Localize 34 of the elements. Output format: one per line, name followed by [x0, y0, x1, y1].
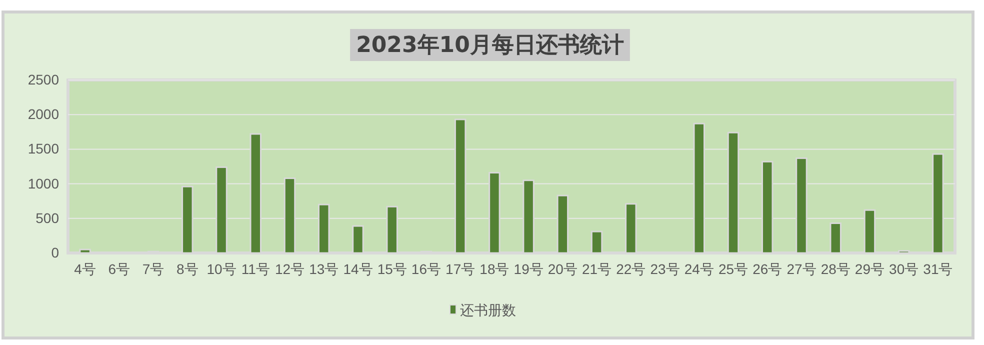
x-tick-label: 28号: [820, 261, 850, 278]
x-tick-label: 31号: [923, 261, 953, 278]
x-tick-label: 27号: [786, 261, 816, 278]
x-tick-label: 10号: [206, 261, 236, 278]
x-tick-label: 29号: [854, 261, 884, 278]
x-tick-label: 17号: [446, 261, 476, 278]
y-tick-label: 1000: [28, 175, 60, 192]
x-tick-label: 8号: [176, 261, 198, 278]
x-tick-label: 24号: [684, 261, 714, 278]
y-tick-label: 1500: [28, 140, 60, 157]
x-tick-label: 23号: [650, 261, 680, 278]
x-tick-label: 20号: [548, 261, 578, 278]
x-tick-label: 4号: [74, 261, 96, 278]
x-tick-label: 25号: [718, 261, 748, 278]
x-tick-label: 18号: [480, 261, 510, 278]
chart-title: 2023年10月每日还书统计: [356, 32, 624, 58]
x-tick-label: 15号: [377, 261, 407, 278]
x-tick-label: 11号: [241, 261, 270, 278]
y-tick-label: 500: [36, 210, 60, 226]
y-tick-label: 2000: [28, 106, 60, 122]
x-tick-label: 13号: [309, 261, 339, 278]
x-tick-label: 21号: [582, 261, 612, 278]
y-tick-label: 0: [51, 244, 60, 260]
x-tick-label: 16号: [411, 261, 441, 278]
x-tick-label: 19号: [514, 261, 544, 278]
x-tick-label: 26号: [752, 261, 782, 278]
x-tick-label: 7号: [142, 261, 164, 278]
y-tick-label: 2500: [28, 71, 60, 88]
x-tick-label: 30号: [889, 261, 919, 278]
legend-label: 还书册数: [460, 303, 516, 319]
x-tick-label: 12号: [274, 261, 305, 278]
x-tick-label: 14号: [343, 261, 373, 278]
x-tick-label: 6号: [108, 261, 130, 278]
x-tick-label: 22号: [616, 261, 646, 278]
